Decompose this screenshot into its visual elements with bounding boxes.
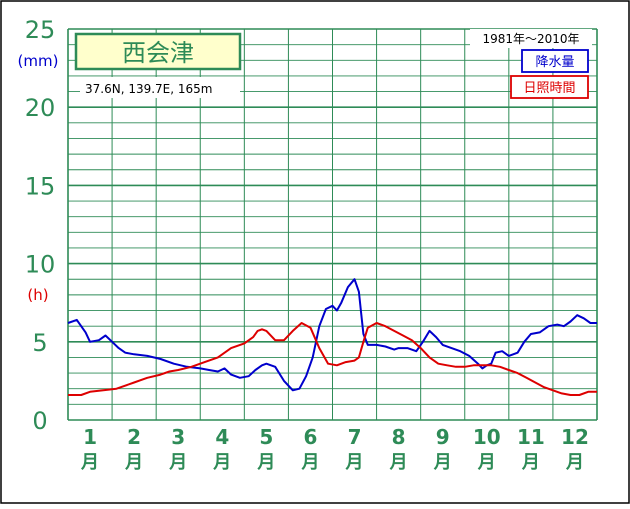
legend-precipitation-box (521, 49, 589, 73)
x-tick-label: 10 (473, 425, 501, 449)
y-tick-label: 20 (25, 94, 56, 122)
y-tick-label: 0 (32, 407, 47, 435)
x-tick-suffix: 月 (168, 452, 187, 473)
x-tick-suffix: 月 (433, 452, 452, 473)
x-tick-label: 8 (392, 425, 406, 449)
x-tick-suffix: 月 (212, 452, 231, 473)
legend-precipitation-label: 降水量 (535, 55, 574, 70)
x-tick-label: 4 (215, 425, 229, 449)
period-text: 1981年～2010年 (482, 32, 579, 46)
y-unit-sunshine: (h) (27, 286, 48, 304)
x-tick-suffix: 月 (124, 452, 143, 473)
x-tick-label: 3 (171, 425, 185, 449)
x-tick-suffix: 月 (80, 452, 99, 473)
x-tick-label: 12 (561, 425, 589, 449)
x-tick-suffix: 月 (477, 452, 496, 473)
location-backdrop (80, 77, 240, 98)
x-tick-suffix: 月 (300, 452, 319, 473)
y-tick-label: 25 (25, 16, 56, 44)
x-tick-suffix: 月 (389, 452, 408, 473)
x-tick-label: 9 (436, 425, 450, 449)
legend-sunshine-box (510, 75, 589, 99)
precipitation-line (67, 278, 597, 392)
title-box (74, 32, 242, 71)
period-backdrop (470, 29, 592, 48)
x-tick-label: 1 (83, 425, 97, 449)
axes: 0 5 10 15 20 25 (mm) (h) 1 月 2 月 3 月 4 月 5 月 6 月 7 月 8 月 9 月 10 月 11… (18, 16, 589, 473)
sunshine-line (68, 322, 597, 396)
legend-sunshine-label: 日照時間 (523, 81, 575, 96)
location-text: 37.6N, 139.7E, 165m (85, 82, 212, 96)
y-tick-label: 15 (25, 172, 56, 200)
x-tick-suffix: 月 (345, 452, 364, 473)
chart-title: 西会津 (122, 39, 194, 67)
y-tick-label: 5 (32, 329, 47, 357)
x-tick-label: 6 (303, 425, 317, 449)
y-tick-label: 10 (25, 251, 56, 279)
x-tick-suffix: 月 (565, 452, 584, 473)
x-tick-label: 5 (259, 425, 273, 449)
x-tick-label: 7 (348, 425, 362, 449)
x-tick-label: 2 (127, 425, 141, 449)
x-tick-suffix: 月 (521, 452, 540, 473)
grid (67, 28, 598, 421)
series-lines (67, 278, 597, 396)
x-tick-label: 11 (517, 425, 545, 449)
x-tick-suffix: 月 (256, 452, 275, 473)
y-unit-precipitation: (mm) (18, 52, 59, 70)
